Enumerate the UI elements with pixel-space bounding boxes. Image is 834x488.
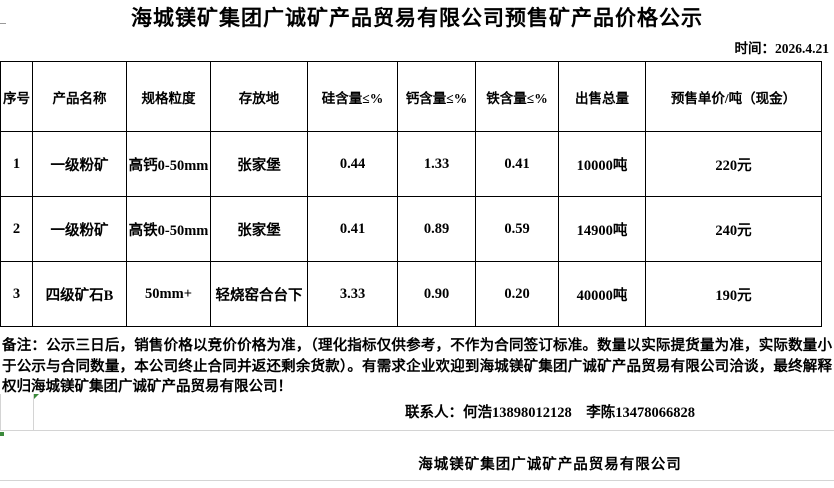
cell-index: 2 — [0, 196, 33, 262]
cell-silicon-content: 3.33 — [307, 261, 398, 327]
cell-calcium-content: 1.33 — [397, 131, 476, 197]
col-header-unit-price: 预售单价/吨（现金） — [645, 61, 822, 132]
gridline-horizontal — [0, 430, 834, 431]
cell-product-name: 一级粉矿 — [32, 131, 127, 197]
gridline-vertical — [0, 394, 1, 431]
col-header-product-name: 产品名称 — [32, 61, 127, 132]
table-header-row: 序号 产品名称 规格粒度 存放地 硅含量≤% 钙含量≤% 铁含量≤% 出售总量 … — [0, 61, 822, 132]
cell-sale-quantity: 14900吨 — [558, 196, 646, 262]
cell-index: 1 — [0, 131, 33, 197]
cell-storage-location: 轻烧窑合台下 — [210, 261, 308, 327]
col-header-calcium-content: 钙含量≤% — [397, 61, 476, 132]
cell-storage-location: 张家堡 — [210, 131, 308, 197]
cell-storage-location: 张家堡 — [210, 196, 308, 262]
gridline-fragment — [0, 23, 6, 24]
cell-spec-size: 50mm+ — [126, 261, 211, 327]
gridline-horizontal — [0, 480, 834, 481]
notes-text: 备注：公示三日后，销售价格以竞价价格为准，（理化指标仅供参考，不作为合同签订标准… — [2, 338, 832, 395]
cell-product-name: 四级矿石B — [32, 261, 127, 327]
cell-error-indicator-icon — [34, 394, 39, 399]
table-row: 1 一级粉矿 高钙0-50mm 张家堡 0.44 1.33 0.41 10000… — [0, 131, 822, 197]
cell-unit-price: 190元 — [645, 261, 822, 327]
cell-index: 3 — [0, 261, 33, 327]
cell-silicon-content: 0.41 — [307, 196, 398, 262]
page-title: 海城镁矿集团广诚矿产品贸易有限公司预售矿产品价格公示 — [131, 6, 703, 30]
col-header-spec-size: 规格粒度 — [126, 61, 211, 132]
cell-iron-content: 0.41 — [475, 131, 559, 197]
cell-product-name: 一级粉矿 — [32, 196, 127, 262]
col-header-silicon-content: 硅含量≤% — [307, 61, 398, 132]
cell-spec-size: 高钙0-50mm — [126, 131, 211, 197]
table-row: 3 四级矿石B 50mm+ 轻烧窑合台下 3.33 0.90 0.20 4000… — [0, 261, 822, 327]
cell-iron-content: 0.59 — [475, 196, 559, 262]
cell-spec-size: 高铁0-50mm — [126, 196, 211, 262]
gridline-vertical — [33, 394, 34, 431]
col-header-sale-quantity: 出售总量 — [558, 61, 646, 132]
cell-sale-quantity: 40000吨 — [558, 261, 646, 327]
price-table: 序号 产品名称 规格粒度 存放地 硅含量≤% 钙含量≤% 铁含量≤% 出售总量 … — [0, 61, 822, 327]
table-row: 2 一级粉矿 高铁0-50mm 张家堡 0.41 0.89 0.59 14900… — [0, 196, 822, 262]
col-header-iron-content: 铁含量≤% — [475, 61, 559, 132]
company-signature: 海城镁矿集团广诚矿产品贸易有限公司 — [418, 457, 682, 473]
cell-sale-quantity: 10000吨 — [558, 131, 646, 197]
contact-text: 联系人：何浩13898012128 李陈13478066828 — [405, 405, 695, 421]
cell-calcium-content: 0.90 — [397, 261, 476, 327]
cell-iron-content: 0.20 — [475, 261, 559, 327]
time-label: 时间：2026.4.21 — [734, 41, 830, 56]
cell-calcium-content: 0.89 — [397, 196, 476, 262]
cell-error-indicator-icon — [0, 432, 4, 436]
cell-unit-price: 240元 — [645, 196, 822, 262]
col-header-index: 序号 — [0, 61, 33, 132]
cell-unit-price: 220元 — [645, 131, 822, 197]
col-header-storage-location: 存放地 — [210, 61, 308, 132]
cell-silicon-content: 0.44 — [307, 131, 398, 197]
